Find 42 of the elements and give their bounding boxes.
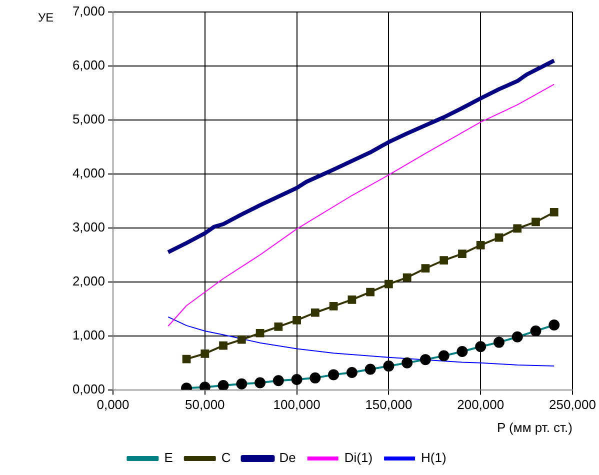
y-axis-title: УЕ: [38, 10, 54, 24]
point: [513, 224, 522, 233]
y-tick-label: 7,000: [72, 4, 105, 19]
y-tick-label: 0,000: [72, 381, 105, 396]
y-tick-label: 5,000: [72, 112, 105, 127]
point: [402, 273, 412, 282]
x-tick-label: 50,000: [185, 397, 225, 412]
point: [476, 240, 485, 250]
x-tick-label: 100,000: [273, 397, 320, 412]
point: [237, 335, 246, 344]
point: [329, 302, 338, 310]
point: [550, 208, 558, 216]
point: [458, 250, 466, 258]
point: [311, 308, 320, 317]
x-tick-label: 0,000: [96, 397, 130, 412]
point: [532, 218, 540, 226]
point: [256, 328, 264, 338]
x-tick-label: 200,000: [457, 397, 504, 412]
y-tick-label: 2,000: [72, 273, 105, 288]
x-tick-label: 150,000: [365, 397, 412, 412]
point: [421, 264, 430, 273]
point: [200, 349, 210, 358]
point: [440, 256, 448, 264]
y-tick-label: 4,000: [72, 165, 105, 180]
point: [274, 322, 283, 331]
legend-label: Di(1): [344, 450, 373, 466]
point: [219, 341, 228, 350]
point: [182, 354, 191, 364]
legend-label: H(1): [421, 450, 446, 466]
legend-label: De: [279, 450, 296, 466]
legend-label: E: [164, 450, 174, 466]
point: [366, 288, 375, 296]
x-axis-title: P (мм рт. ст.): [497, 420, 573, 435]
point: [292, 316, 301, 324]
y-tick-label: 3,000: [72, 219, 105, 234]
point: [494, 233, 504, 242]
x-tick-label: 250,000: [549, 397, 596, 412]
point: [384, 280, 393, 288]
y-tick-label: 1,000: [72, 327, 105, 342]
point: [348, 295, 356, 304]
legend-label: C: [221, 450, 231, 466]
y-tick-label: 6,000: [72, 58, 105, 73]
